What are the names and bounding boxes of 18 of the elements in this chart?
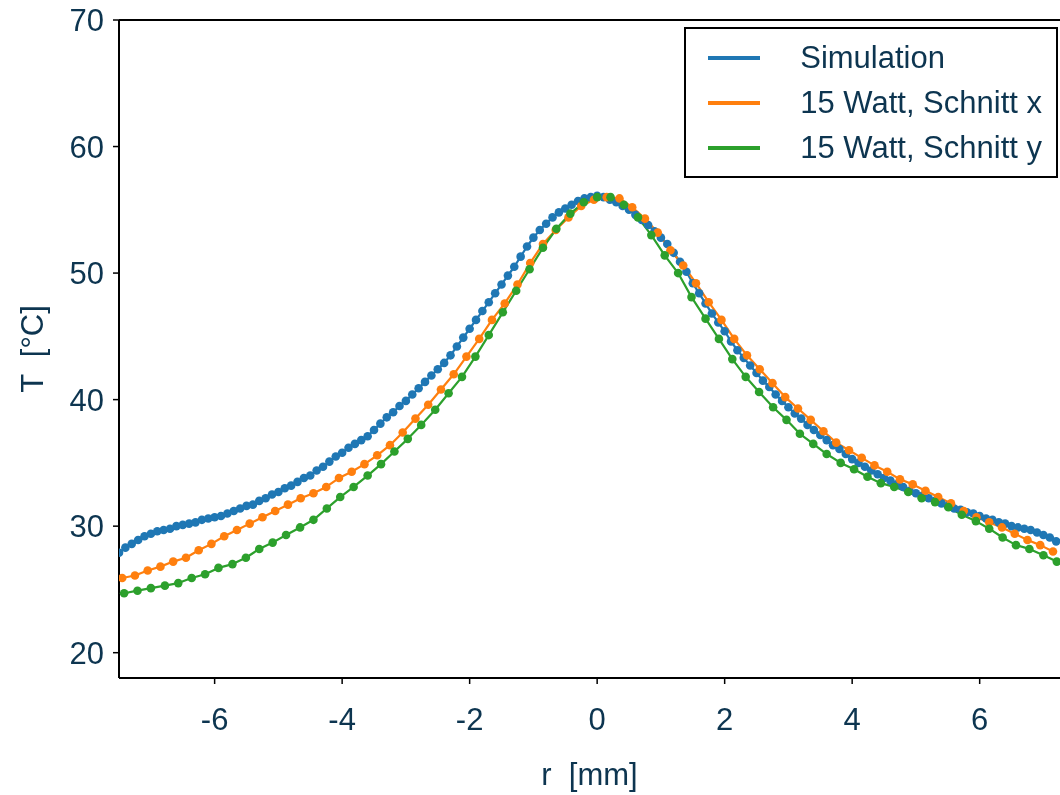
legend-label: 15 Watt, Schnitt x (800, 84, 1042, 121)
x-tick-label: 0 (588, 702, 606, 738)
x-tick-label: -2 (455, 702, 484, 738)
y-tick-label: 30 (69, 509, 104, 545)
x-tick-label: 4 (843, 702, 861, 738)
y-tick-label: 60 (69, 129, 104, 165)
y-tick-label: 40 (69, 382, 104, 418)
y-axis-title: T [°C] (14, 305, 50, 393)
y-tick-label: 20 (69, 635, 104, 671)
x-axis-title: r [mm] (541, 757, 638, 792)
legend-label: Simulation (800, 39, 945, 76)
y-tick-label: 70 (69, 3, 104, 39)
legend-label: 15 Watt, Schnitt y (800, 129, 1042, 166)
x-tick-label: -6 (200, 702, 229, 738)
x-tick-label: 6 (971, 702, 989, 738)
x-tick-label: 2 (716, 702, 734, 738)
y-tick-label: 50 (69, 256, 104, 292)
x-tick-label: -4 (328, 702, 356, 738)
